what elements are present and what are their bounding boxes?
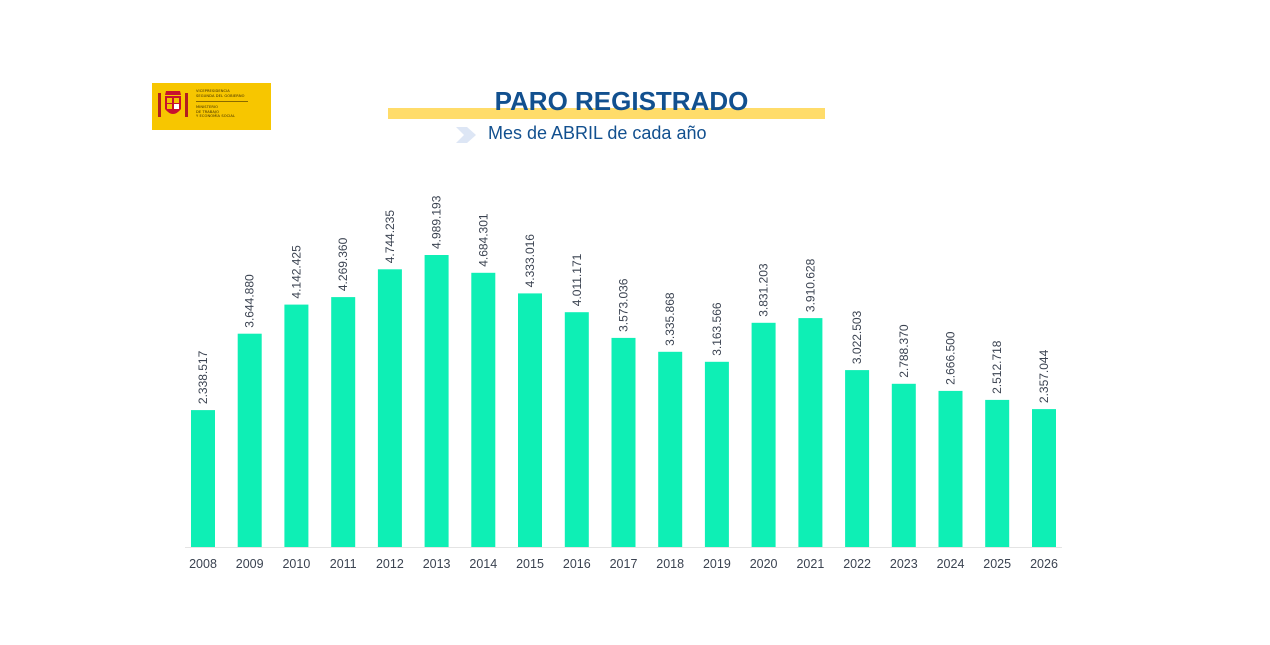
bar-2018: [658, 351, 683, 547]
chart-title: PARO REGISTRADO: [494, 86, 749, 116]
x-tick-label-2021: 2021: [796, 557, 824, 571]
bar-2012: [377, 269, 402, 547]
x-tick-label-2024: 2024: [937, 557, 965, 571]
bar-2019: [704, 361, 729, 547]
value-label-2026: 2.357.044: [1037, 349, 1051, 403]
value-label-2013: 4.989.193: [430, 195, 444, 249]
value-label-2016: 4.011.171: [570, 253, 584, 306]
x-tick-label-2018: 2018: [656, 557, 684, 571]
bar-2013: [424, 255, 449, 547]
value-label-2020: 3.831.203: [757, 263, 771, 317]
bar-2016: [564, 312, 589, 547]
bar-2009: [237, 333, 262, 547]
x-tick-label-2026: 2026: [1030, 557, 1058, 571]
bar-2010: [284, 304, 309, 547]
logo-divider: [196, 101, 248, 102]
value-label-2011: 4.269.360: [336, 237, 350, 291]
value-label-2022: 3.022.503: [850, 310, 864, 364]
bar-2015: [518, 293, 542, 547]
value-label-2014: 4.684.301: [476, 213, 490, 267]
value-label-2018: 3.335.868: [663, 292, 677, 346]
x-tick-label-2013: 2013: [423, 557, 451, 571]
value-label-2012: 4.744.235: [383, 210, 397, 264]
x-tick-label-2022: 2022: [843, 557, 871, 571]
bars-group: [191, 255, 1056, 547]
bar-2021: [798, 318, 823, 547]
coat-of-arms-icon: [158, 91, 188, 117]
x-tick-labels-group: 2008 2009 2010 2011 2012 2013 2014 2015 2016 2017…: [189, 557, 1058, 571]
bar-2025: [985, 399, 1010, 547]
bar-2017: [611, 337, 636, 547]
x-tick-label-2019: 2019: [703, 557, 731, 571]
x-tick-label-2023: 2023: [890, 557, 918, 571]
bar-2008: [191, 410, 215, 547]
x-tick-label-2012: 2012: [376, 557, 404, 571]
value-label-2010: 4.142.425: [289, 245, 303, 299]
chevron-right-icon: [456, 127, 476, 143]
bar-2011: [331, 297, 356, 547]
title-highlight-band: [388, 108, 825, 119]
bar-2020: [751, 322, 776, 547]
value-label-2025: 2.512.718: [990, 340, 1004, 394]
value-label-2021: 3.910.628: [803, 258, 817, 312]
x-tick-label-2025: 2025: [983, 557, 1011, 571]
bar-2026: [1032, 409, 1056, 547]
value-label-2023: 2.788.370: [897, 324, 911, 378]
ministry-logo: VICEPRESIDENCIA SEGUNDA DEL GOBIERNO MIN…: [152, 83, 271, 130]
value-label-2009: 3.644.880: [243, 274, 257, 328]
bar-2014: [471, 272, 496, 547]
x-tick-label-2016: 2016: [563, 557, 591, 571]
value-label-2008: 2.338.517: [196, 350, 210, 404]
logo-text-line: VICEPRESIDENCIA: [196, 89, 230, 93]
logo-text-line: DE TRABAJO: [196, 109, 219, 114]
logo-text-line: SEGUNDA DEL GOBIERNO: [196, 93, 245, 98]
chart-subtitle: Mes de ABRIL de cada año: [488, 123, 707, 143]
x-tick-label-2008: 2008: [189, 557, 217, 571]
bar-2023: [891, 383, 916, 547]
x-tick-label-2009: 2009: [236, 557, 264, 571]
x-tick-label-2020: 2020: [750, 557, 778, 571]
x-tick-label-2014: 2014: [469, 557, 497, 571]
logo-text-line: MINISTERIO: [196, 105, 219, 109]
value-label-2019: 3.163.566: [710, 302, 724, 356]
x-tick-label-2017: 2017: [610, 557, 638, 571]
value-label-2024: 2.666.500: [944, 331, 958, 385]
x-tick-label-2011: 2011: [330, 557, 357, 571]
value-label-2015: 4.333.016: [523, 234, 537, 288]
x-tick-label-2010: 2010: [282, 557, 310, 571]
value-label-2017: 3.573.036: [617, 278, 631, 332]
value-labels-group: 2.338.517 3.644.880 4.142.425 4.269.360 4.74…: [196, 195, 1051, 404]
logo-text-line: Y ECONOMÍA SOCIAL: [196, 114, 236, 118]
bar-2024: [938, 390, 963, 547]
bar-2022: [845, 370, 870, 547]
x-tick-label-2015: 2015: [516, 557, 544, 571]
